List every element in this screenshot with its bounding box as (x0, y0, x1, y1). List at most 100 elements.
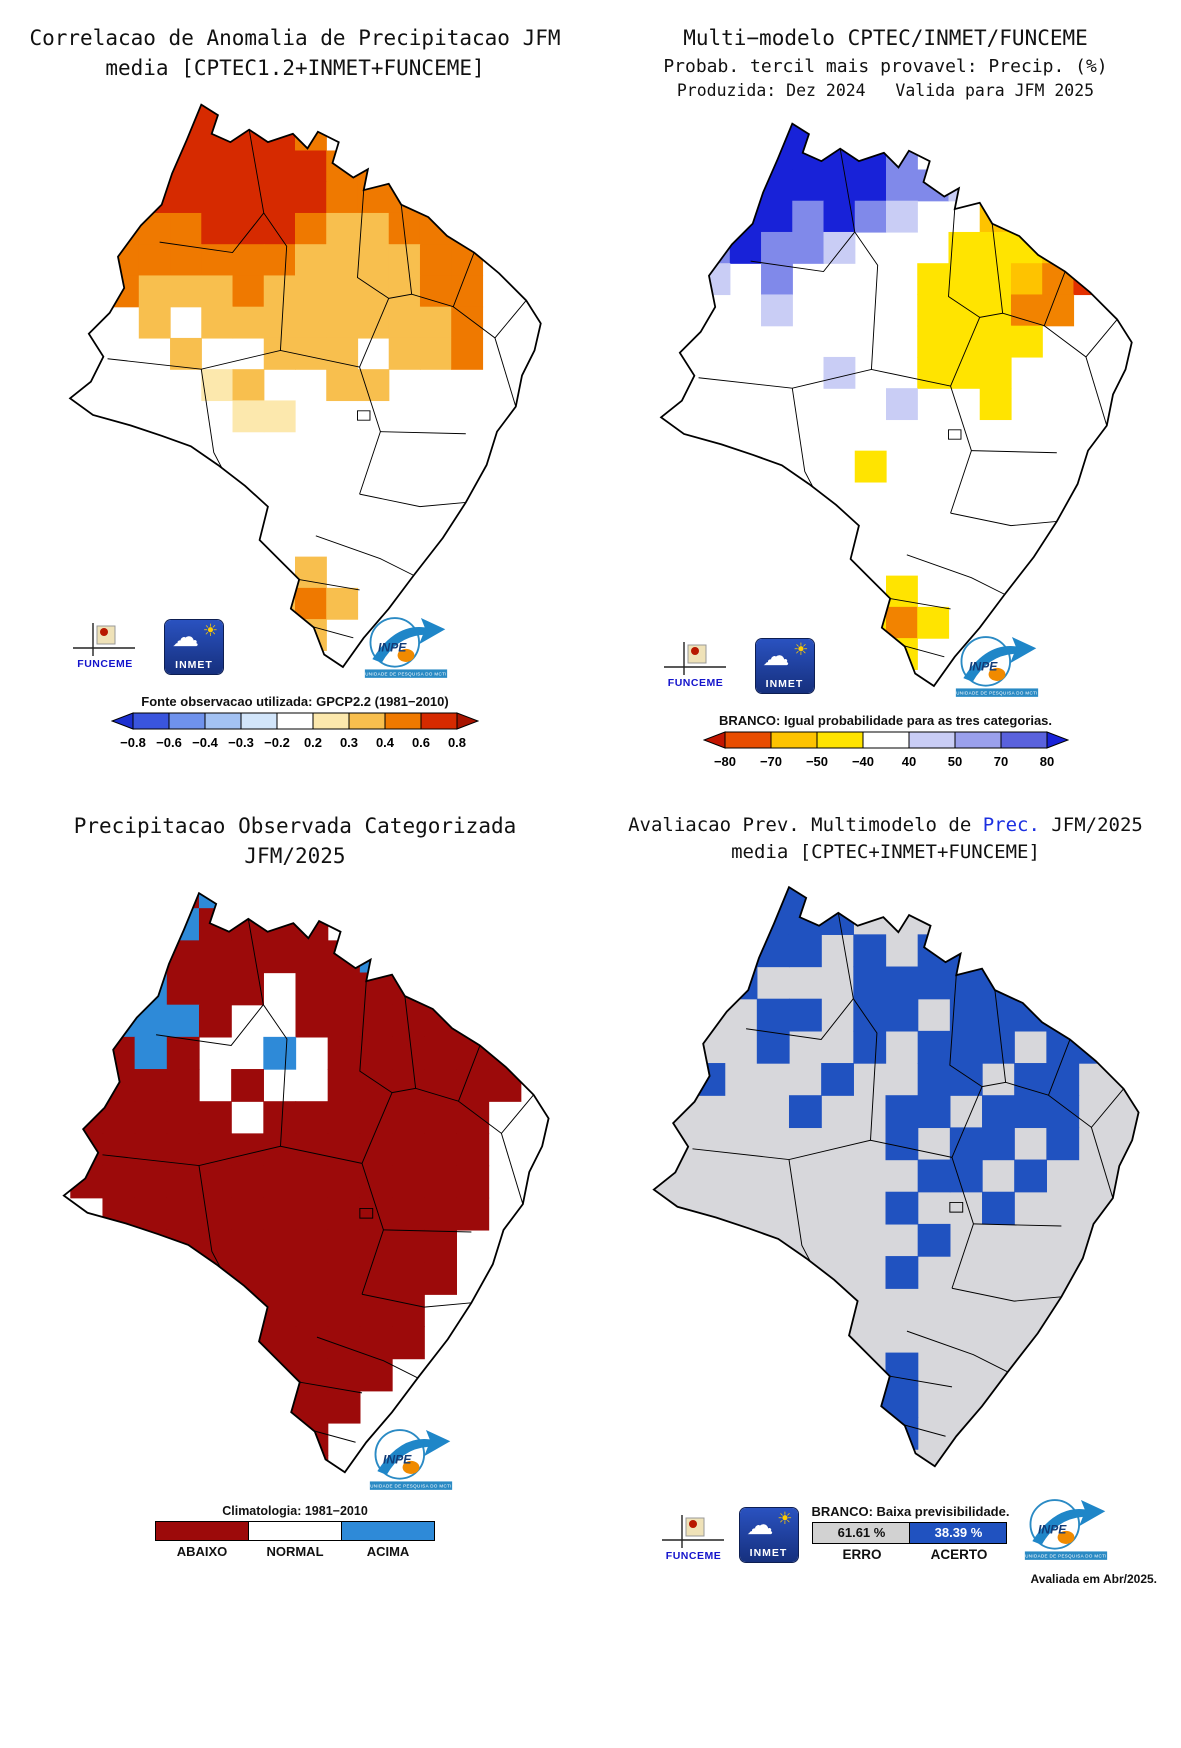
forecast-title-line3: Produzida: Dez 2024 Valida para JFM 2025 (676, 81, 1095, 101)
inpe-logo-label: INPE (378, 640, 407, 654)
evaluation-legend: BRANCO: Baixa previsibilidade. 61.61 % 3… (812, 1502, 1010, 1562)
inmet-logo-label: INMET (175, 658, 213, 671)
svg-text:−50: −50 (805, 754, 827, 769)
inpe-logo: INPE UNIDADE DE PESQUISA DO MCTI (363, 614, 449, 680)
evaluation-white-note: BRANCO: Baixa previsibilidade. (811, 1503, 1010, 1519)
funceme-logo: FUNCEME (663, 640, 728, 689)
cloud-icon: ☁ (172, 621, 199, 652)
evaluation-title-line1: Avaliacao Prev. Multimodelo de Prec. JFM… (628, 812, 1143, 839)
svg-text:70: 70 (993, 754, 1007, 769)
panel-observed-title: Precipitacao Observada Categorizada JFM/… (74, 812, 517, 872)
panel-correlation-title: Correlacao de Anomalia de Precipitacao J… (29, 24, 560, 84)
inmet-logo: ☀ ☁ INMET (755, 638, 814, 693)
legend-abaixo-swatch (154, 1520, 249, 1541)
forecast-white-note: BRANCO: Igual probabilidade para as tres… (718, 712, 1053, 728)
acerto-label: ACERTO (930, 1546, 988, 1562)
sun-icon: ☀ (777, 1508, 793, 1528)
brazil-map-observed (61, 891, 550, 1474)
legend-normal-swatch (247, 1520, 342, 1541)
observed-title-line1: Precipitacao Observada Categorizada (73, 814, 517, 838)
legend-normal-label: NORMAL (266, 1543, 324, 1559)
inpe-logo-label: INPE (968, 659, 997, 673)
inmet-logo: ☀ ☁ INMET (739, 1507, 798, 1562)
inpe-banner-label: UNIDADE DE PESQUISA DO MCTI (956, 690, 1038, 695)
inpe-logo: INPE UNIDADE DE PESQUISA DO MCTI (1023, 1496, 1109, 1562)
funceme-logo: FUNCEME (661, 1513, 726, 1562)
inpe-logo-label: INPE (382, 1452, 411, 1466)
svg-text:0.3: 0.3 (340, 735, 358, 750)
brazil-map-correlation (68, 102, 542, 668)
inpe-logo: INPE UNIDADE DE PESQUISA DO MCTI (368, 1426, 454, 1492)
observed-legend: Climatologia: 1981−2010 ABAIXO NORMAL AC… (154, 1503, 435, 1559)
svg-text:80: 80 (1039, 754, 1053, 769)
inmet-logo: ☀ ☁ INMET (165, 619, 223, 674)
funceme-logo-art (73, 622, 135, 656)
svg-text:50: 50 (947, 754, 961, 769)
svg-text:−40: −40 (851, 754, 873, 769)
observed-title-line2: JFM/2025 (244, 843, 346, 868)
cloud-icon: ☁ (746, 1509, 774, 1540)
evaluation-legend-labels: ERRO ACERTO (813, 1547, 1007, 1562)
funceme-logo-label: FUNCEME (77, 657, 133, 670)
svg-text:0.8: 0.8 (448, 735, 466, 750)
funceme-logo-label: FUNCEME (667, 676, 724, 689)
svg-text:−0.2: −0.2 (264, 735, 290, 750)
sun-icon: ☀ (793, 639, 809, 659)
funceme-logo: FUNCEME (73, 621, 137, 670)
evaluation-title-line2: media [CPTEC+INMET+FUNCEME] (731, 840, 1040, 863)
inpe-logo-label: INPE (1038, 1523, 1067, 1537)
acerto-value: 38.39 % (934, 1525, 983, 1541)
forecast-title-line1: Multi−modelo CPTEC/INMET/FUNCEME (683, 26, 1088, 50)
panel-correlation: Correlacao de Anomalia de Precipitacao J… (0, 0, 590, 778)
inpe-logo: INPE UNIDADE DE PESQUISA DO MCTI (954, 633, 1040, 699)
svg-text:−0.3: −0.3 (228, 735, 254, 750)
panel-evaluation-title: Avaliacao Prev. Multimodelo de Prec. JFM… (628, 812, 1143, 866)
forecast-map-area: FUNCEME ☀ ☁ INMET INPE UNIDADE DE PESQUI… (636, 107, 1136, 711)
inpe-logo-art: INPE UNIDADE DE PESQUISA DO MCTI (1025, 1499, 1108, 1560)
panel-evaluation: Avaliacao Prev. Multimodelo de Prec. JFM… (590, 778, 1181, 1748)
evaluation-legend-bar: 61.61 % 38.39 % (812, 1521, 1008, 1544)
climatology-note: Climatologia: 1981−2010 (222, 1503, 368, 1518)
erro-swatch: 61.61 % (812, 1521, 911, 1544)
evaluation-title-pre: Avaliacao Prev. Multimodelo de (628, 814, 983, 836)
inpe-banner-label: UNIDADE DE PESQUISA DO MCTI (1026, 1553, 1108, 1558)
correlation-source-caption: Fonte observacao utilizada: GPCP2.2 (198… (141, 693, 449, 709)
inpe-banner-label: UNIDADE DE PESQUISA DO MCTI (370, 1483, 452, 1488)
svg-text:0.4: 0.4 (376, 735, 395, 750)
legend-abaixo-label: ABAIXO (176, 1543, 228, 1559)
svg-text:−0.4: −0.4 (192, 735, 218, 750)
funceme-logo-art (661, 1514, 724, 1548)
inmet-logo-label: INMET (749, 1546, 788, 1559)
acerto-swatch: 38.39 % (909, 1521, 1008, 1544)
observed-legend-bar (154, 1520, 435, 1541)
svg-text:−80: −80 (713, 754, 735, 769)
funceme-logo-art (663, 641, 726, 675)
evaluation-title-highlight: Prec. (982, 814, 1040, 836)
evaluation-footnote: Avaliada em Abr/2025. (1030, 1571, 1157, 1586)
erro-value: 61.61 % (837, 1525, 886, 1541)
cloud-icon: ☁ (762, 640, 790, 671)
legend-acima-label: ACIMA (366, 1543, 410, 1559)
correlation-map-area: FUNCEME ☀ ☁ INMET INPE UNIDADE DE PESQUI… (45, 88, 545, 692)
inpe-logo-art: INPE UNIDADE DE PESQUISA DO MCTI (955, 635, 1038, 697)
inpe-logo-art: INPE UNIDADE DE PESQUISA DO MCTI (369, 1428, 452, 1490)
correlation-title-line2: media [CPTEC1.2+INMET+FUNCEME] (105, 55, 485, 80)
evaluation-title-post: JFM/2025 (1039, 814, 1143, 836)
brazil-map-forecast (659, 122, 1133, 688)
funceme-logo-label: FUNCEME (665, 1549, 722, 1562)
legend-acima-swatch (340, 1520, 435, 1541)
correlation-title-line1: Correlacao de Anomalia de Precipitacao J… (29, 26, 561, 50)
svg-text:0.6: 0.6 (412, 735, 430, 750)
panel-forecast-title: Multi−modelo CPTEC/INMET/FUNCEME Probab.… (663, 24, 1107, 103)
erro-label: ERRO (842, 1546, 882, 1562)
svg-text:0.2: 0.2 (304, 735, 322, 750)
sun-icon: ☀ (202, 620, 218, 640)
panel-forecast: Multi−modelo CPTEC/INMET/FUNCEME Probab.… (590, 0, 1181, 778)
inpe-banner-label: UNIDADE DE PESQUISA DO MCTI (365, 671, 447, 676)
inpe-logo-art: INPE UNIDADE DE PESQUISA DO MCTI (364, 616, 448, 678)
svg-text:40: 40 (901, 754, 915, 769)
evaluation-footer: FUNCEME ☀ ☁ INMET BRANCO: Baixa previsib… (590, 1496, 1181, 1562)
observed-map-area: INPE UNIDADE DE PESQUISA DO MCTI (38, 876, 553, 1498)
correlation-colorbar: −0.8 −0.6 −0.4 −0.3 −0.2 0.2 0.3 0.4 0.6 0.8 (111, 711, 479, 750)
